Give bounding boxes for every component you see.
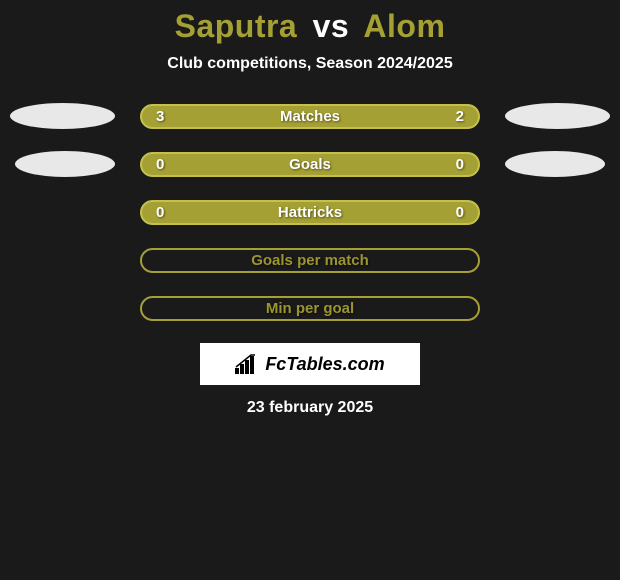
stat-label: Goals per match [156, 252, 464, 269]
stat-row: Goals per match [0, 247, 620, 273]
stat-label: Matches [156, 108, 464, 125]
stat-row: Min per goal [0, 295, 620, 321]
stat-label: Min per goal [156, 300, 464, 317]
stat-bar: Min per goal [140, 296, 480, 321]
title-player2: Alom [363, 8, 445, 44]
stat-label: Goals [156, 156, 464, 173]
stat-bar: 3Matches2 [140, 104, 480, 129]
stat-bar: Goals per match [140, 248, 480, 273]
date-text: 23 february 2025 [0, 399, 620, 417]
stat-bar: 0Hattricks0 [140, 200, 480, 225]
title-vs: vs [313, 8, 350, 44]
stat-value-right: 0 [456, 204, 464, 221]
subtitle: Club competitions, Season 2024/2025 [0, 55, 620, 73]
stat-row: 0Goals0 [0, 151, 620, 177]
stat-value-right: 0 [456, 156, 464, 173]
page-title: Saputra vs Alom [0, 8, 620, 45]
stat-value-left: 3 [156, 108, 164, 125]
stat-bar: 0Goals0 [140, 152, 480, 177]
title-player1: Saputra [175, 8, 298, 44]
comparison-container: Saputra vs Alom Club competitions, Seaso… [0, 0, 620, 417]
stat-row: 3Matches2 [0, 103, 620, 129]
stat-value-right: 2 [456, 108, 464, 125]
player-avatar-right [505, 103, 610, 129]
stat-row: 0Hattricks0 [0, 199, 620, 225]
stat-value-left: 0 [156, 156, 164, 173]
bar-chart-icon [235, 354, 259, 374]
player-avatar-left [10, 103, 115, 129]
stat-value-left: 0 [156, 204, 164, 221]
stat-rows: 3Matches20Goals00Hattricks0Goals per mat… [0, 103, 620, 321]
brand-text: FcTables.com [265, 354, 384, 375]
stat-label: Hattricks [156, 204, 464, 221]
brand-box[interactable]: FcTables.com [200, 343, 420, 385]
player-avatar-right [505, 151, 605, 177]
player-avatar-left [15, 151, 115, 177]
